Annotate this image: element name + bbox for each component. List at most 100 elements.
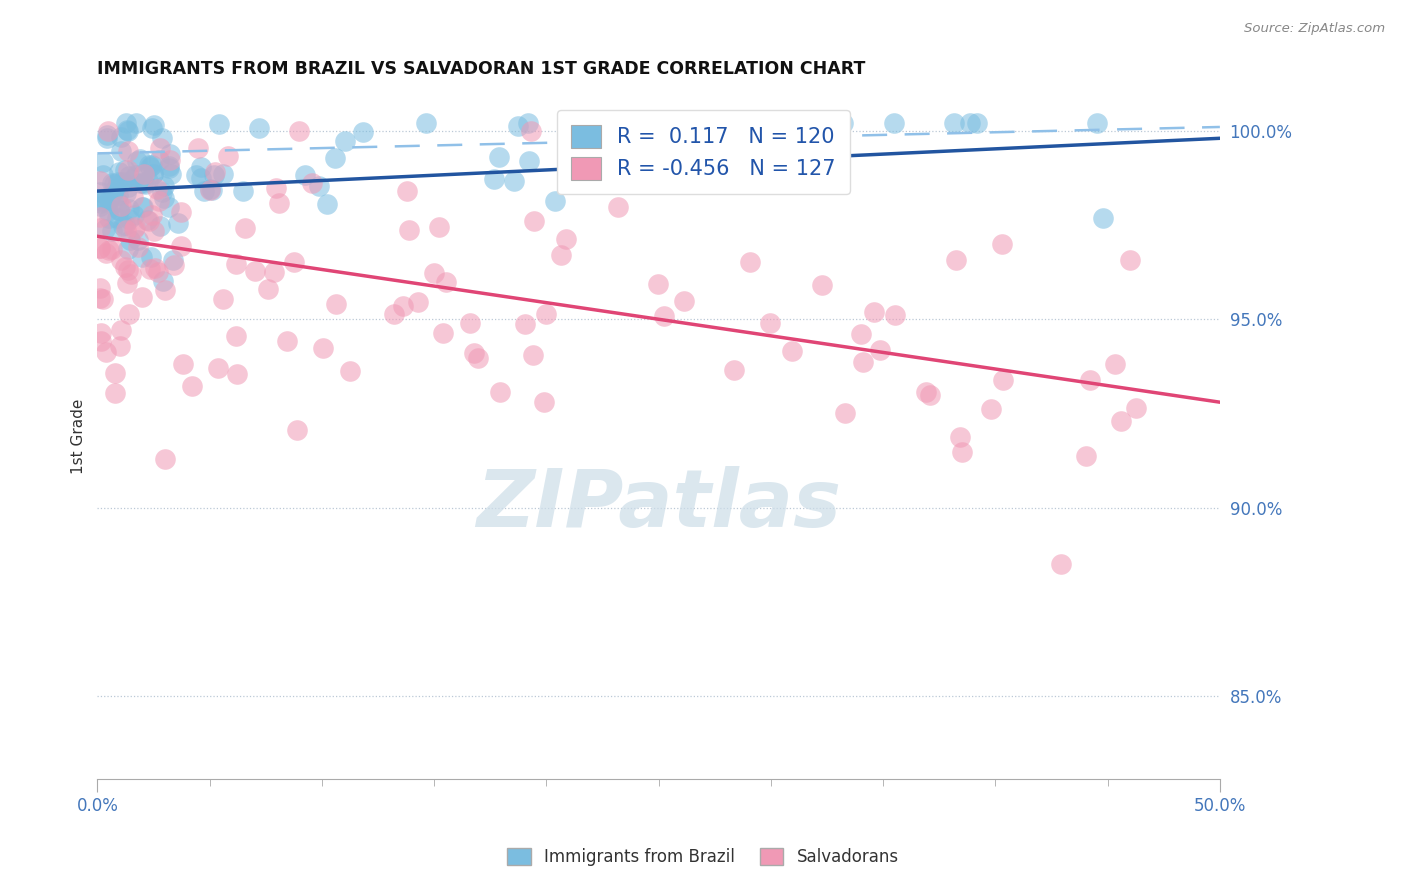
Point (131, 290, 153, 304)
Point (118, 307, 141, 321)
Point (489, 385, 512, 400)
Point (141, 121, 163, 136)
Point (127, 240, 149, 254)
Point (190, 171, 212, 186)
Point (110, 323, 132, 337)
Point (162, 253, 184, 268)
Point (1085, 116, 1108, 130)
Point (96, 128, 118, 142)
Point (118, 202, 141, 216)
Point (201, 182, 224, 196)
Point (117, 180, 139, 194)
Point (124, 116, 146, 130)
Point (323, 151, 346, 165)
Point (406, 295, 429, 310)
Point (89, 174, 111, 188)
Point (202, 168, 225, 182)
Point (163, 258, 186, 272)
Point (149, 219, 172, 234)
Point (142, 167, 165, 181)
Point (555, 232, 578, 246)
Point (115, 186, 138, 201)
Point (883, 308, 905, 322)
Point (117, 144, 139, 158)
Point (217, 149, 239, 163)
Point (759, 316, 782, 330)
Point (127, 153, 149, 168)
Legend: Immigrants from Brazil, Salvadorans: Immigrants from Brazil, Salvadorans (501, 841, 905, 873)
Point (945, 253, 967, 268)
Point (415, 116, 437, 130)
Point (138, 261, 160, 276)
Point (460, 316, 482, 330)
Point (134, 177, 156, 191)
Point (959, 116, 981, 130)
Point (1119, 253, 1142, 268)
Point (225, 257, 247, 271)
Point (148, 153, 170, 168)
Point (914, 384, 936, 399)
Point (352, 125, 374, 139)
Point (869, 343, 891, 357)
Point (96, 345, 118, 359)
Point (157, 161, 180, 176)
Point (101, 224, 124, 238)
Text: ZIPatlas: ZIPatlas (477, 466, 841, 544)
Point (606, 200, 628, 214)
Point (89, 241, 111, 255)
Point (167, 216, 190, 230)
Point (263, 265, 285, 279)
Point (125, 168, 148, 182)
Point (97, 203, 120, 218)
Point (105, 181, 128, 195)
Point (831, 116, 853, 130)
Point (117, 123, 139, 137)
Point (1076, 449, 1098, 463)
Point (544, 194, 567, 209)
Point (993, 373, 1015, 387)
Point (114, 260, 136, 274)
Point (131, 250, 153, 264)
Point (110, 199, 132, 213)
Point (523, 214, 546, 228)
Point (101, 242, 124, 256)
Point (517, 153, 540, 168)
Point (117, 242, 139, 256)
Point (536, 307, 558, 321)
Point (207, 360, 229, 375)
Point (90, 334, 112, 348)
Point (143, 260, 166, 275)
Point (672, 294, 695, 309)
Point (212, 292, 235, 306)
Point (138, 158, 160, 172)
Point (122, 208, 145, 222)
Point (198, 183, 221, 197)
Point (695, 127, 717, 141)
Point (91, 194, 114, 208)
Point (190, 160, 212, 174)
Point (283, 255, 305, 269)
Point (135, 213, 157, 227)
Point (139, 250, 162, 264)
Point (117, 162, 139, 177)
Point (98, 211, 121, 225)
Point (287, 124, 309, 138)
Point (208, 117, 231, 131)
Point (1050, 558, 1073, 572)
Point (1078, 373, 1101, 387)
Point (325, 297, 347, 311)
Point (852, 355, 875, 369)
Point (232, 184, 254, 198)
Point (434, 275, 457, 289)
Point (233, 220, 256, 235)
Point (533, 394, 555, 409)
Point (659, 130, 682, 145)
Point (118, 169, 141, 183)
Point (89, 291, 111, 305)
Point (122, 222, 145, 236)
Point (138, 214, 160, 228)
Point (943, 116, 966, 130)
Point (308, 179, 330, 194)
Point (519, 124, 541, 138)
Point (153, 283, 176, 297)
